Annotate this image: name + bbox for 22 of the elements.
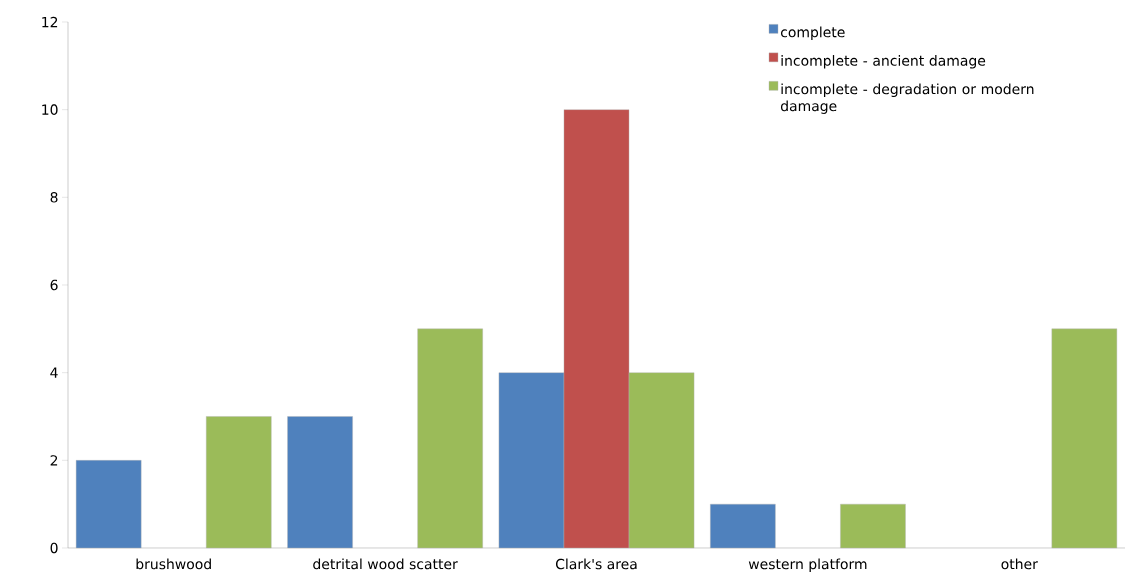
y-tick-label: 6: [50, 279, 58, 291]
legend-label: incomplete - ancient damage: [781, 55, 986, 69]
bar: [287, 416, 353, 549]
y-tick-label: 4: [50, 367, 58, 378]
bar: [1051, 328, 1118, 549]
y-tick-label: 2: [50, 455, 58, 466]
bar: [75, 460, 142, 549]
y-tick-label: 8: [50, 192, 58, 203]
x-tick-label: other: [1001, 558, 1038, 570]
legend-label: complete: [780, 26, 845, 41]
legend-label: incomplete - degradation or modern damage: [780, 83, 1034, 114]
x-tick-label: brushwood: [136, 558, 211, 570]
x-tick-label: detrital wood scatter: [313, 558, 458, 570]
bar: [417, 328, 483, 549]
x-tick-label: Clark's area: [555, 558, 637, 570]
y-tick-label: 10: [42, 104, 58, 115]
bar: [840, 503, 906, 549]
bar: [710, 503, 776, 549]
x-tick-label: western platform: [748, 558, 867, 573]
y-tick-label: 0: [50, 542, 58, 554]
bar: [206, 416, 272, 549]
y-tick-label: 12: [42, 16, 58, 28]
